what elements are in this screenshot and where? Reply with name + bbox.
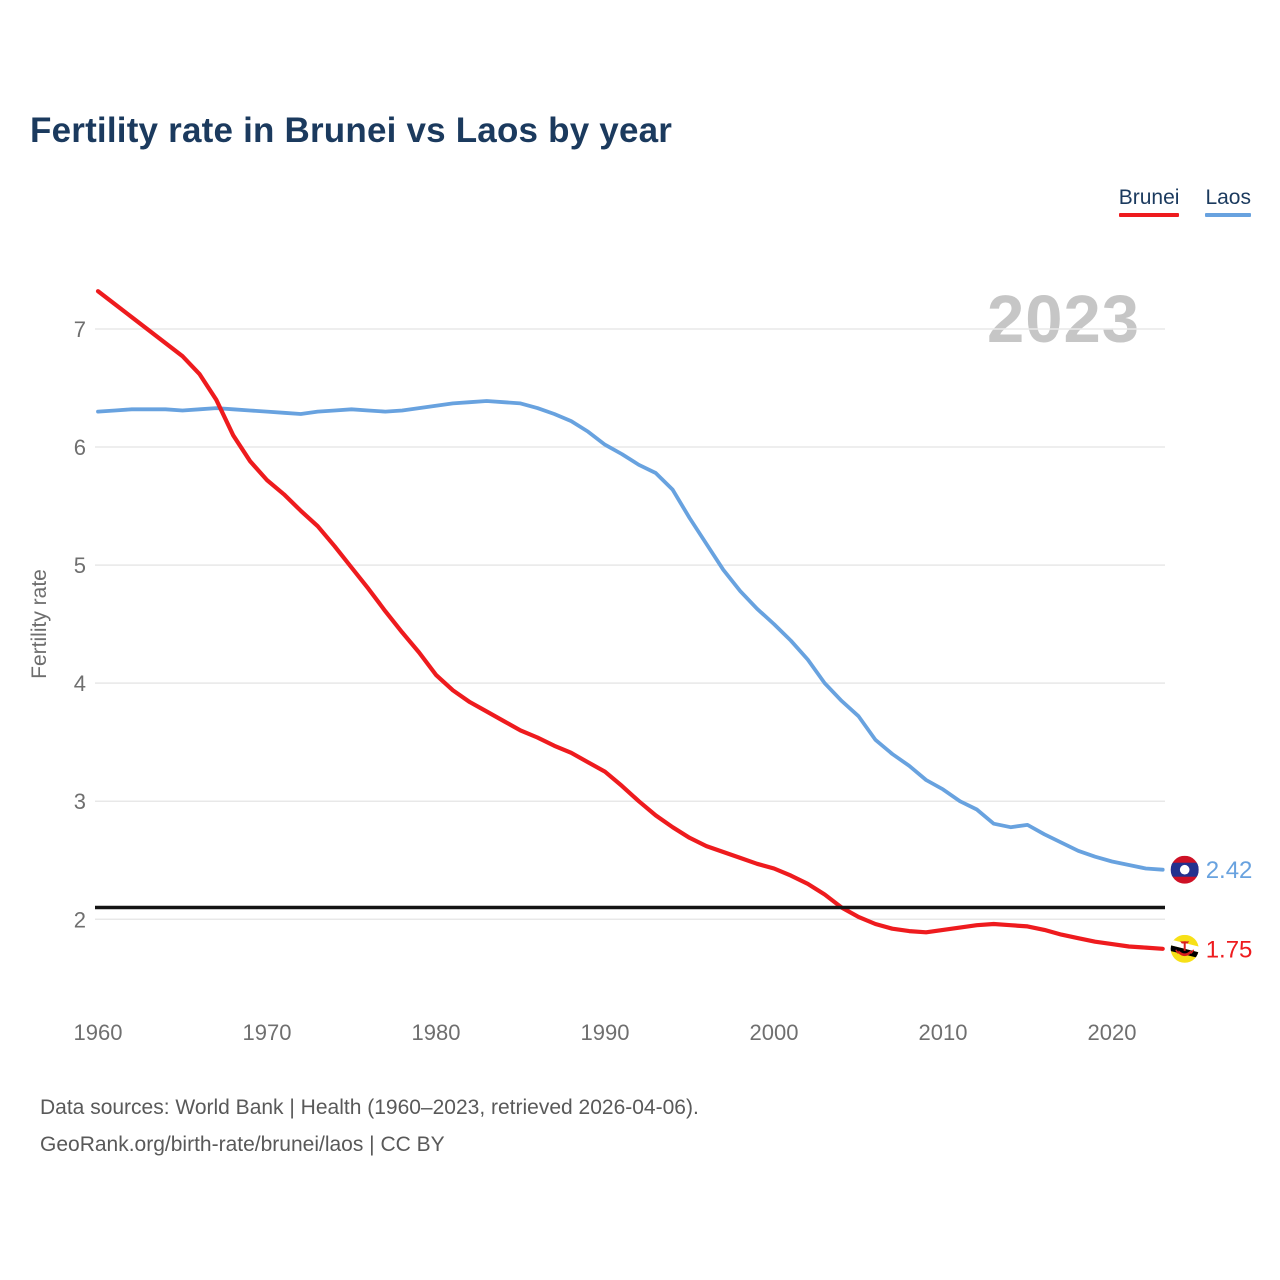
x-axis-ticks: 1960 1970 1980 1990 2000 2010 2020	[74, 1020, 1137, 1045]
series-line-laos[interactable]	[96, 399, 1165, 872]
x-tick-label: 1970	[243, 1020, 292, 1045]
y-axis-title: Fertility rate	[28, 569, 51, 679]
y-tick-label: 4	[74, 671, 86, 696]
x-tick-label: 2020	[1088, 1020, 1137, 1045]
laos-flag-icon	[1170, 855, 1199, 884]
legend-item-laos[interactable]: Laos	[1205, 186, 1251, 217]
x-tick-label: 1960	[74, 1020, 123, 1045]
legend-underline-brunei	[1118, 213, 1180, 217]
y-tick-label: 7	[74, 317, 86, 342]
footer-link-line: GeoRank.org/birth-rate/brunei/laos | CC …	[40, 1133, 445, 1156]
brunei-end-value: 1.75	[1206, 936, 1253, 963]
x-tick-label: 2010	[919, 1020, 968, 1045]
y-tick-label: 3	[74, 789, 86, 814]
brunei-flag-icon	[1170, 934, 1199, 963]
laos-end-value: 2.42	[1206, 857, 1253, 884]
legend-label-laos[interactable]: Laos	[1205, 186, 1251, 209]
legend-underline-laos	[1205, 213, 1251, 217]
gridlines: 7 6 5 4 3 2	[74, 317, 1165, 932]
series-lines	[95, 289, 1165, 951]
legend: Brunei Laos	[1118, 186, 1251, 217]
x-tick-label: 1990	[581, 1020, 630, 1045]
legend-item-brunei[interactable]: Brunei	[1118, 186, 1180, 217]
footer: Data sources: World Bank | Health (1960–…	[40, 1089, 699, 1163]
y-tick-label: 5	[74, 553, 86, 578]
y-tick-label: 2	[74, 907, 86, 932]
year-watermark: 2023	[986, 282, 1140, 357]
x-tick-label: 2000	[750, 1020, 799, 1045]
x-tick-label: 1980	[412, 1020, 461, 1045]
series-line-brunei[interactable]	[95, 289, 1165, 951]
page-title: Fertility rate in Brunei vs Laos by year	[30, 111, 673, 150]
y-tick-label: 6	[74, 435, 86, 460]
legend-label-brunei[interactable]: Brunei	[1118, 186, 1180, 209]
footer-source-line: Data sources: World Bank | Health (1960–…	[40, 1096, 699, 1119]
